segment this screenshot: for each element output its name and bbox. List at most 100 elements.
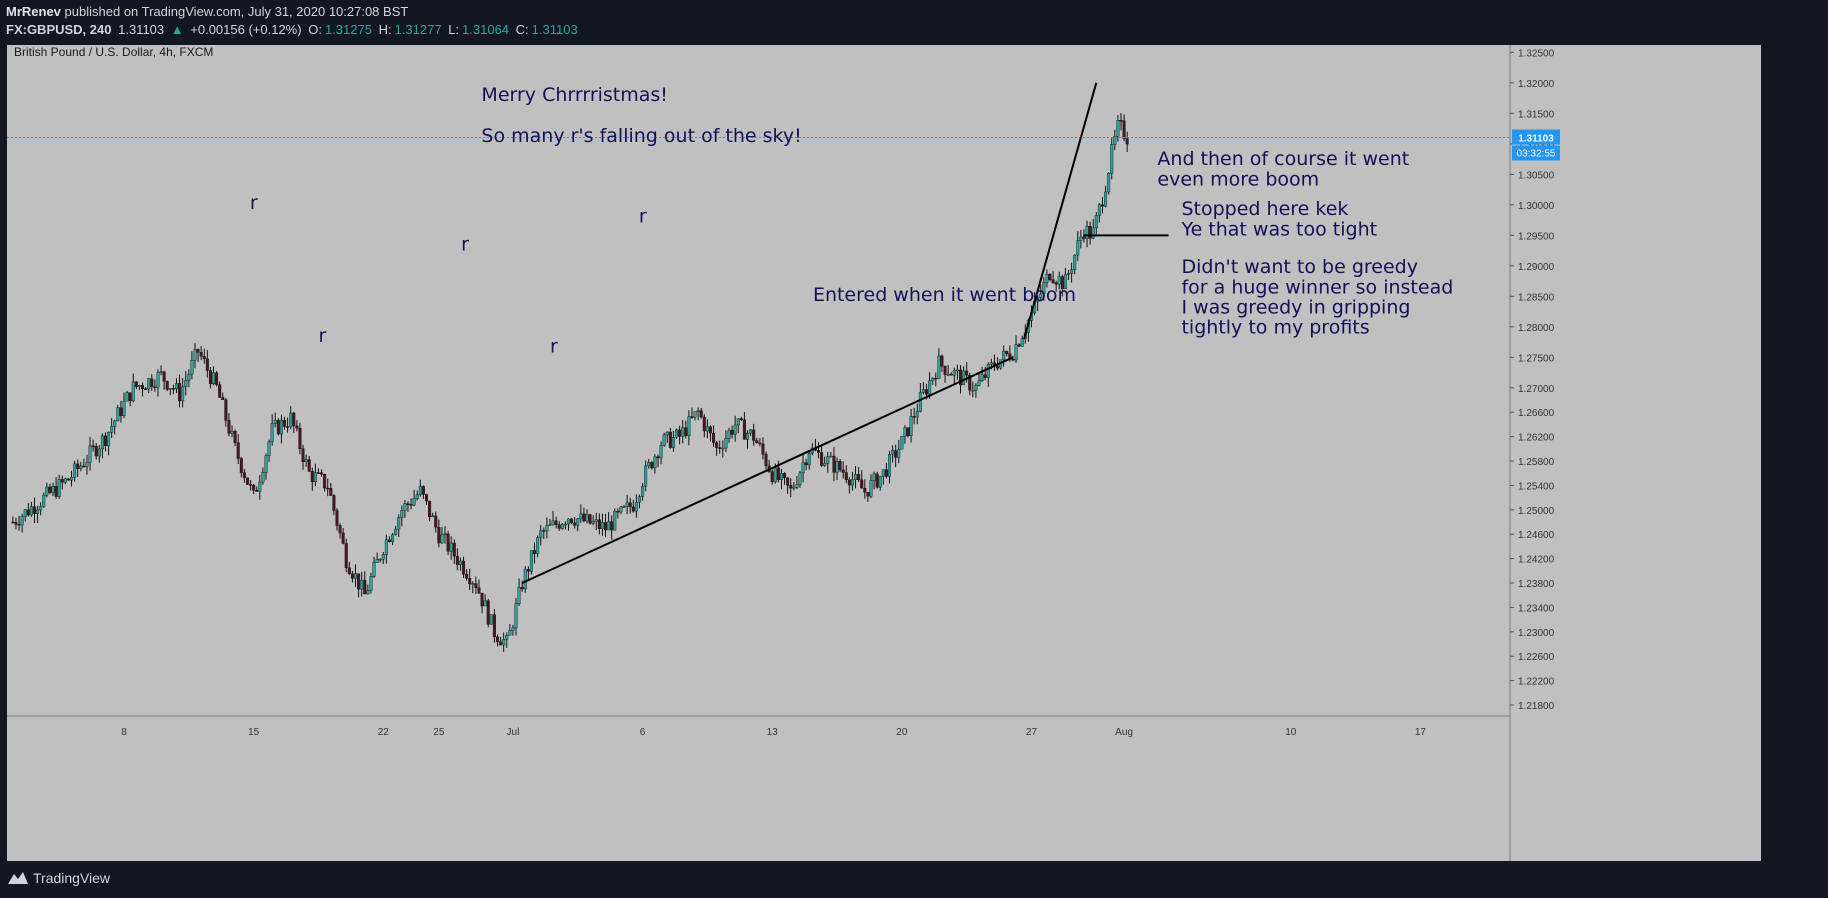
candle-up [659, 445, 663, 459]
candle-up [928, 380, 932, 395]
price-chart[interactable]: 1.32500 1.32000 1.31500 1.31000 1.30500 1.300… [7, 45, 1761, 861]
y-tick-label: 1.26200 [1518, 433, 1555, 444]
candle-up [915, 411, 919, 418]
candle-up [693, 411, 697, 418]
candle-up [641, 486, 645, 497]
y-tick-label: 1.29000 [1518, 262, 1555, 273]
candle-up [736, 418, 740, 426]
open-value: 1.31275 [324, 22, 372, 37]
candle-down [708, 426, 712, 434]
candle-up [174, 383, 178, 390]
candle-up [733, 424, 737, 435]
candle-down [409, 504, 413, 506]
candle-down [60, 479, 64, 483]
candle-down [940, 355, 944, 367]
candle-up [79, 465, 83, 469]
tradingview-brand[interactable]: TradingView [8, 870, 110, 886]
candle-down [499, 641, 503, 646]
candle-down [804, 462, 808, 466]
y-tick-label: 1.32000 [1518, 79, 1555, 90]
candle-up [289, 412, 293, 427]
candle-down [347, 567, 351, 575]
candle-up [212, 372, 216, 385]
candle-up [644, 465, 648, 487]
candle-up [665, 431, 669, 436]
candle-up [1014, 344, 1018, 361]
y-tick-label: 1.22200 [1518, 677, 1555, 688]
candle-up [36, 509, 40, 514]
candle-up [1067, 273, 1071, 275]
candle-up [971, 389, 975, 392]
candle-up [440, 534, 444, 544]
candle-down [242, 472, 246, 478]
candle-down [631, 506, 635, 512]
candle-up [529, 550, 533, 572]
x-tick-label: 13 [767, 727, 779, 738]
candle-down [162, 371, 166, 382]
candle-up [1073, 254, 1077, 270]
candle-up [909, 416, 913, 436]
candle-up [591, 521, 595, 524]
candle-down [227, 420, 231, 434]
r-2: r [318, 325, 326, 347]
candle-up [829, 455, 833, 458]
publish-header: MrRenev published on TradingView.com, Ju… [0, 0, 1828, 43]
candle-down [820, 452, 824, 466]
chart-area[interactable]: 1.32500 1.32000 1.31500 1.31000 1.30500 1.300… [7, 45, 1761, 861]
y-tick-label: 1.24200 [1518, 555, 1555, 566]
candle-up [1107, 173, 1111, 193]
candle-down [739, 418, 743, 421]
candle-up [502, 639, 506, 646]
candle-up [147, 378, 151, 390]
candle-up [548, 524, 552, 526]
candle-down [789, 485, 793, 489]
candle-up [579, 513, 583, 519]
candle-up [418, 486, 422, 495]
candle-down [965, 370, 969, 376]
candle-down [968, 375, 972, 391]
candle-down [786, 477, 790, 486]
candle-up [1070, 269, 1074, 274]
candle-down [597, 519, 601, 529]
candle-down [150, 378, 154, 388]
y-tick-label: 1.31000 [1518, 140, 1555, 151]
candle-down [286, 426, 290, 428]
candle-up [184, 380, 188, 388]
candle-down [224, 399, 228, 421]
candle-up [400, 510, 404, 518]
candle-up [560, 524, 564, 529]
candle-up [304, 459, 308, 463]
x-tick-label: 15 [248, 727, 260, 738]
countdown-badge [1512, 145, 1560, 161]
candle-up [887, 454, 891, 477]
x-tick-label: Jul [507, 727, 520, 738]
candle-up [378, 559, 382, 561]
candle-up [881, 469, 885, 477]
candle-up [110, 426, 114, 433]
candle-up [70, 477, 74, 481]
candle-down [245, 477, 249, 485]
candle-up [360, 579, 364, 590]
breakout-line [1023, 82, 1098, 340]
candle-down [134, 381, 138, 387]
candle-up [1116, 120, 1120, 137]
candle-down [465, 574, 469, 579]
candle-up [1097, 204, 1101, 216]
candle-up [505, 635, 509, 640]
brand-label: TradingView [33, 870, 111, 886]
candle-down [668, 431, 672, 448]
candle-up [878, 475, 882, 488]
author-name[interactable]: MrRenev [6, 4, 61, 19]
candle-up [483, 600, 487, 607]
symbol-label[interactable]: FX:GBPUSD, 240 [6, 22, 112, 37]
r-1: r [250, 192, 258, 214]
candle-down [32, 506, 36, 514]
candle-down [91, 445, 95, 448]
candle-down [468, 578, 472, 585]
price-axis [1510, 45, 1761, 861]
candle-up [1045, 273, 1049, 283]
y-tick-label: 1.23400 [1518, 603, 1555, 614]
candle-up [937, 355, 941, 379]
candle-down [455, 555, 459, 565]
candle-down [1005, 351, 1009, 354]
